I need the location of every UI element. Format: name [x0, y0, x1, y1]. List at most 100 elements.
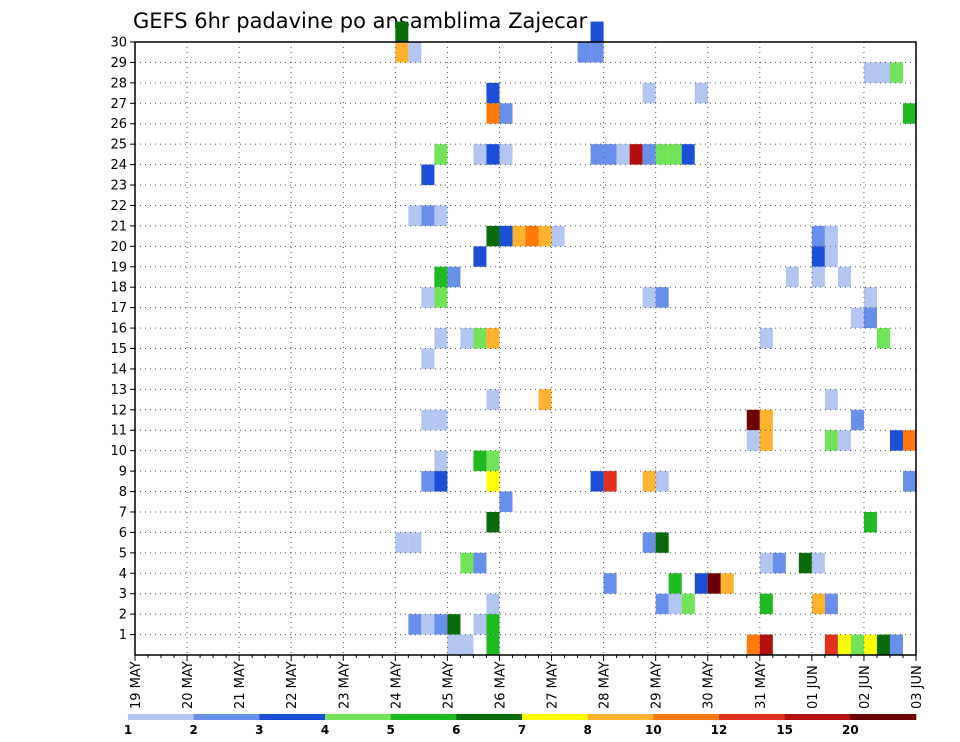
cell-52	[655, 287, 669, 308]
y-tick-label-24: 24	[110, 158, 127, 173]
cell-42	[824, 246, 838, 267]
cell-32	[486, 225, 500, 247]
cell-125	[759, 634, 773, 655]
cell-36	[538, 225, 552, 247]
x-tick-label-9: 28 MAY	[598, 661, 613, 709]
cell-23	[629, 144, 643, 165]
y-tick-label-25: 25	[110, 138, 127, 153]
x-tick-label-13: 01 JUN	[806, 665, 821, 709]
cell-28	[421, 164, 435, 186]
cell-74	[824, 430, 838, 451]
cell-65	[538, 389, 552, 410]
legend-label-15: 15	[776, 723, 793, 737]
cell-71	[850, 409, 864, 431]
cell-50	[434, 287, 448, 308]
cell-99	[759, 552, 773, 574]
cell-105	[694, 573, 708, 594]
cell-8	[889, 62, 903, 83]
cell-29	[408, 205, 422, 226]
x-tick-label-0: 19 MAY	[129, 661, 144, 709]
legend-label-10: 10	[645, 723, 662, 737]
cell-86	[642, 471, 656, 492]
cell-48	[837, 266, 851, 288]
cell-21	[603, 144, 617, 165]
y-axis: 1234567891011121314151617181920212223242…	[110, 36, 135, 643]
y-tick-label-2: 2	[119, 608, 127, 623]
legend-swatch-2	[259, 714, 326, 720]
cell-34	[512, 225, 526, 247]
legend-label-12: 12	[711, 723, 728, 737]
cell-30	[434, 205, 448, 226]
cell-66	[824, 389, 838, 410]
x-tick-label-8: 27 MAY	[546, 661, 561, 709]
cell-101	[798, 552, 812, 574]
cell-131	[889, 634, 903, 655]
cell-122	[460, 634, 474, 655]
x-tick-label-15: 03 JUN	[910, 665, 925, 709]
cell-47	[811, 266, 825, 288]
cell-41	[811, 246, 825, 267]
y-tick-label-4: 4	[119, 567, 127, 582]
x-tick-label-4: 23 MAY	[337, 661, 352, 709]
cell-80	[486, 450, 500, 472]
cell-37	[551, 225, 565, 247]
cell-116	[421, 614, 435, 635]
x-tick-label-5: 24 MAY	[389, 661, 404, 709]
cell-58	[473, 328, 487, 349]
cell-45	[447, 266, 461, 288]
cell-25	[655, 144, 669, 165]
x-axis: 19 MAY 20 MAY 21 MAY 22 MAY 23 MAY 24 MAY 25 M…	[129, 655, 925, 709]
cell-112	[759, 593, 773, 615]
legend-label-6: 6	[452, 723, 460, 737]
y-tick-label-18: 18	[110, 281, 127, 296]
cell-127	[837, 634, 851, 655]
legend-label-3: 3	[255, 723, 263, 737]
cell-61	[876, 328, 890, 349]
cell-76	[889, 430, 903, 451]
cell-106	[707, 573, 721, 594]
cell-103	[603, 573, 617, 594]
color-legend: 1 2 3 4 5 6 7 8 10 12 15 20	[124, 714, 917, 737]
legend-label-1: 1	[124, 723, 132, 737]
cell-1	[590, 21, 604, 42]
cell-2	[395, 42, 409, 63]
cell-51	[642, 287, 656, 308]
cell-85	[603, 471, 617, 492]
legend-swatch-8	[653, 714, 720, 720]
legend-label-7: 7	[518, 723, 526, 737]
cell-18	[486, 144, 500, 165]
legend-swatch-6	[522, 714, 588, 720]
cell-63	[421, 348, 435, 369]
y-tick-label-1: 1	[119, 628, 127, 643]
cell-92	[395, 532, 409, 553]
cell-78	[434, 450, 448, 472]
cell-73	[759, 430, 773, 451]
cell-20	[590, 144, 604, 165]
cell-117	[434, 614, 448, 635]
cell-88	[902, 471, 916, 492]
cell-89	[499, 491, 513, 512]
cell-17	[473, 144, 487, 165]
cell-102	[811, 552, 825, 574]
cell-57	[460, 328, 474, 349]
cell-9	[486, 82, 500, 104]
y-tick-label-16: 16	[110, 322, 127, 337]
cell-46	[785, 266, 799, 288]
cell-79	[473, 450, 487, 472]
legend-swatch-3	[325, 714, 391, 720]
cell-126	[824, 634, 838, 655]
cell-98	[473, 552, 487, 574]
legend-label-2: 2	[189, 723, 197, 737]
cell-70	[759, 409, 773, 431]
legend-swatch-1	[193, 714, 260, 720]
cell-3	[408, 42, 422, 63]
x-tick-label-12: 31 MAY	[754, 661, 769, 709]
cell-77	[902, 430, 916, 451]
cell-44	[434, 266, 448, 288]
cell-31	[421, 205, 435, 226]
y-tick-label-23: 23	[110, 179, 127, 194]
cell-26	[668, 144, 682, 165]
cell-69	[746, 409, 760, 431]
y-tick-label-13: 13	[110, 383, 127, 398]
cell-38	[811, 225, 825, 247]
